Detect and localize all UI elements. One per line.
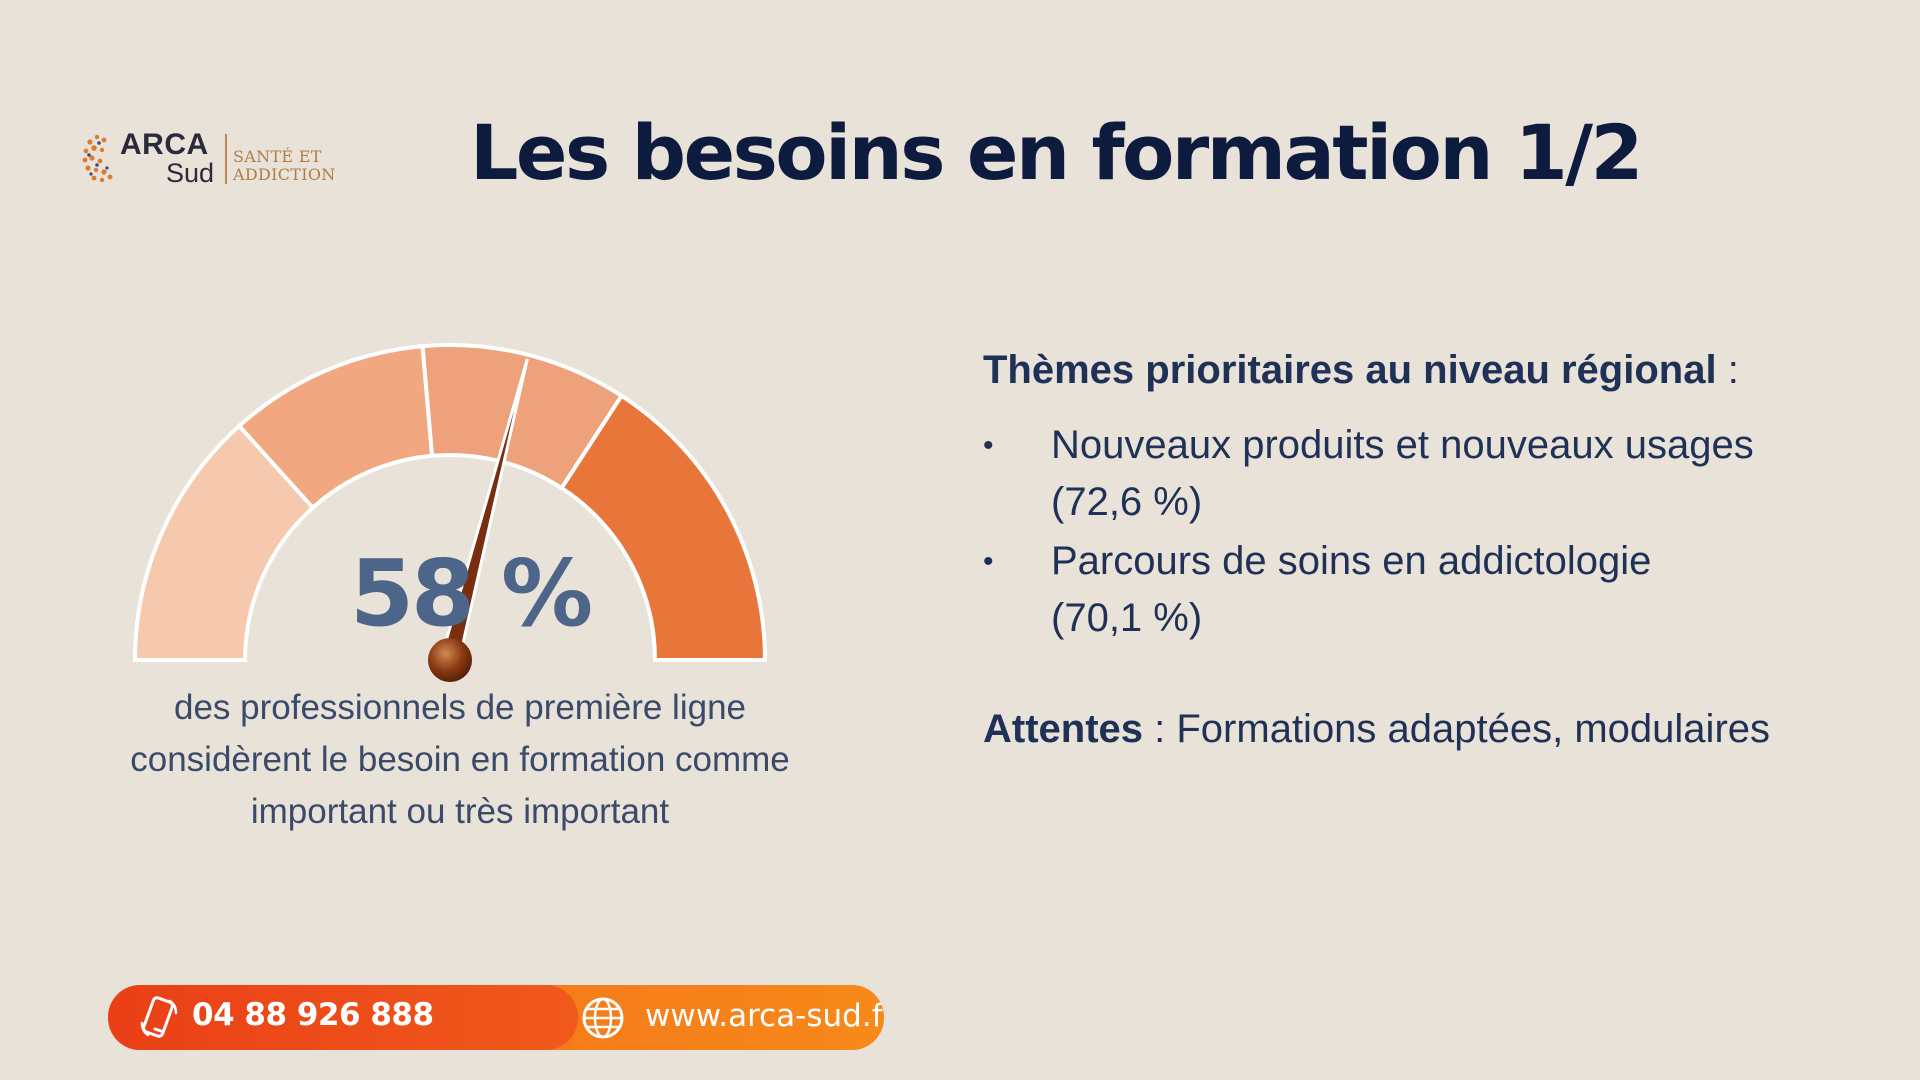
themes-heading: Thèmes prioritaires au niveau régional : xyxy=(983,348,1863,393)
gauge-needle-pivot xyxy=(428,638,472,682)
logo-tagline: SANTÉ ET ADDICTION xyxy=(233,148,336,184)
expectations-label: Attentes xyxy=(983,707,1144,751)
logo-name: ARCA xyxy=(120,128,209,161)
phone-icon xyxy=(140,996,178,1038)
list-item-line1: Nouveaux produits et nouveaux usages xyxy=(1051,423,1754,467)
logo-divider xyxy=(225,134,227,184)
themes-section: Thèmes prioritaires au niveau régional :… xyxy=(983,348,1863,752)
expectations-text: : Formations adaptées, modulaires xyxy=(1143,707,1771,751)
website-link[interactable]: www.arca-sud.fr xyxy=(645,998,884,1034)
list-item-line1: Parcours de soins en addictologie xyxy=(1051,539,1652,583)
contact-bar: 04 88 926 888 www.arca-sud.fr xyxy=(108,985,884,1050)
logo-tagline-line2: ADDICTION xyxy=(233,165,336,184)
arca-logo: ARCA Sud SANTÉ ET ADDICTION xyxy=(80,126,355,192)
themes-heading-colon: : xyxy=(1716,348,1739,392)
phone-number[interactable]: 04 88 926 888 xyxy=(192,997,434,1033)
globe-icon xyxy=(582,997,624,1039)
expectations: Attentes : Formations adaptées, modulair… xyxy=(983,707,1863,752)
logo-sub: Sud xyxy=(166,158,215,188)
bullet-icon: • xyxy=(983,429,994,462)
page-title: Les besoins en formation 1/2 xyxy=(470,108,1643,197)
list-item: • Nouveaux produits et nouveaux usages (… xyxy=(983,417,1863,531)
gauge-caption-line3: important ou très important xyxy=(250,792,670,831)
bullet-icon: • xyxy=(983,545,994,578)
gauge-caption: des professionnels de première ligne con… xyxy=(60,682,860,838)
list-item-line2: (70,1 %) xyxy=(1051,596,1203,640)
gauge-chart xyxy=(132,343,768,682)
list-item: • Parcours de soins en addictologie (70,… xyxy=(983,533,1863,647)
logo-dots-icon xyxy=(82,134,113,183)
gauge-caption-line1: des professionnels de première ligne xyxy=(174,688,746,727)
phone-pill[interactable] xyxy=(108,985,578,1050)
logo-tagline-line1: SANTÉ ET xyxy=(233,147,322,166)
gauge-segment-4 xyxy=(558,393,768,662)
gauge-caption-line2: considèrent le besoin en formation comme xyxy=(130,740,790,779)
gauge-value: 58 % xyxy=(350,540,593,647)
themes-heading-text: Thèmes prioritaires au niveau régional xyxy=(983,348,1717,392)
list-item-line2: (72,6 %) xyxy=(1051,480,1203,524)
